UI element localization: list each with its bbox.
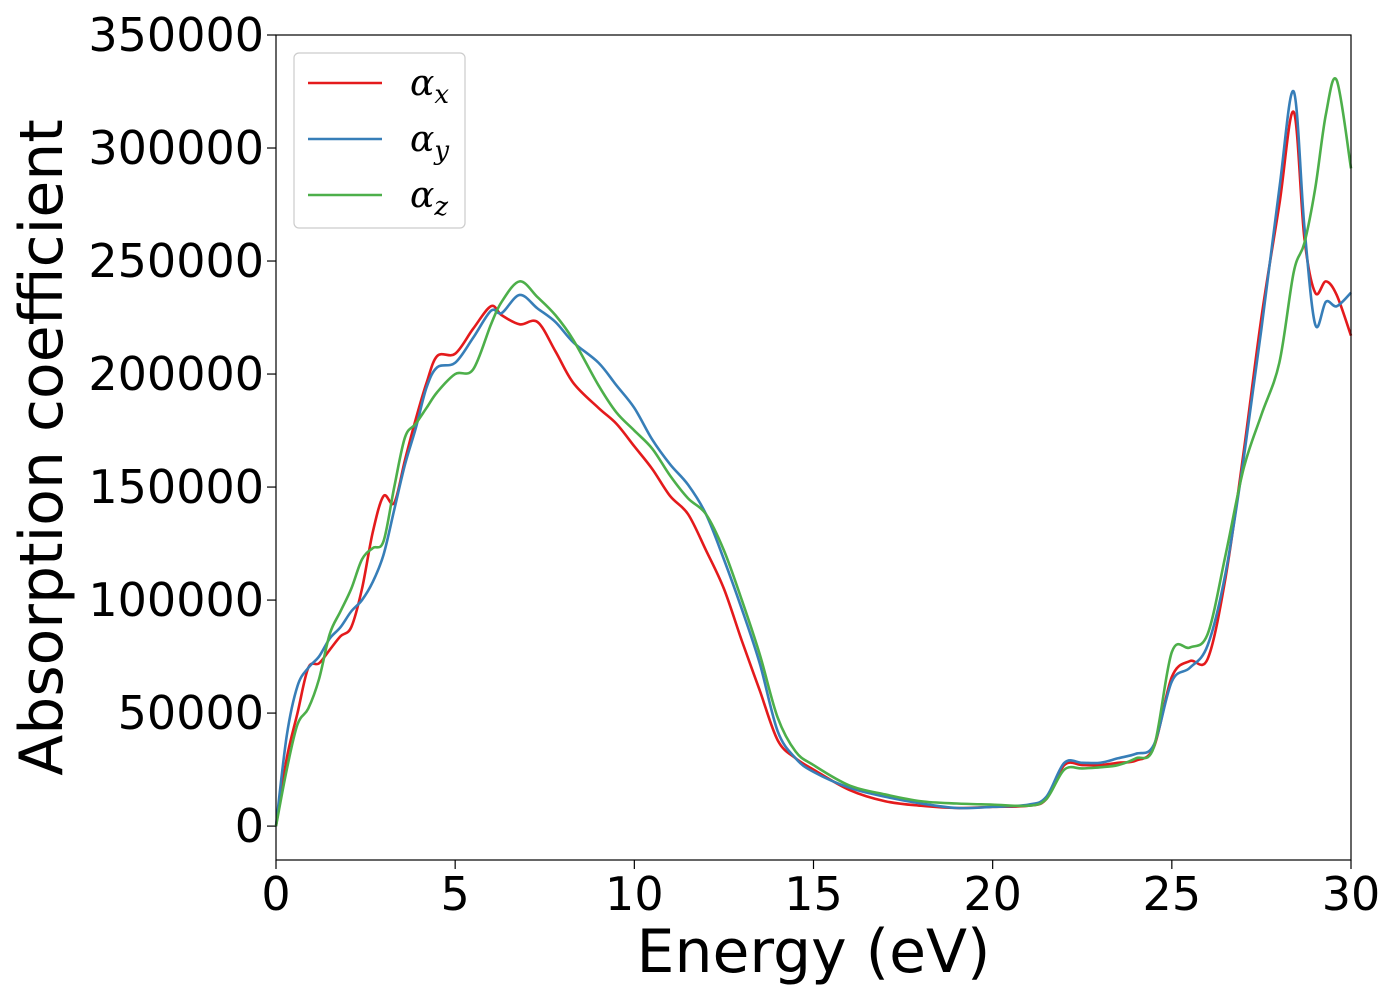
x-tick-label: 0 <box>261 867 290 921</box>
x-axis-ticks: 0 5 10 15 20 25 30 <box>261 860 1380 921</box>
legend-label-z: αz <box>410 175 448 222</box>
plot-frame <box>275 34 1352 861</box>
y-tick-label: 300000 <box>88 121 264 175</box>
legend-label-x: αx <box>410 63 449 110</box>
y-tick-label: 50000 <box>118 686 264 740</box>
series-line-z <box>274 77 1353 827</box>
plot-lines <box>274 77 1353 827</box>
x-tick-label: 30 <box>1322 867 1381 921</box>
x-tick-label: 20 <box>963 867 1022 921</box>
y-tick-label: 100000 <box>88 573 264 627</box>
y-tick-label: 150000 <box>88 460 264 514</box>
x-tick-label: 5 <box>441 867 470 921</box>
y-tick-label: 250000 <box>88 234 264 288</box>
y-tick-label: 350000 <box>88 8 264 62</box>
x-tick-label: 10 <box>605 867 664 921</box>
y-axis-label: Absorption coefficient <box>7 119 77 776</box>
series-line-y <box>274 90 1352 827</box>
y-tick-label: 0 <box>235 799 264 853</box>
legend-label-y: αy <box>410 119 449 166</box>
y-tick-label: 200000 <box>88 347 264 401</box>
y-axis-ticks: 0 50000 100000 150000 200000 250000 300000 3500… <box>88 8 276 853</box>
x-axis-label: Energy (eV) <box>637 917 991 987</box>
legend: αx αy αz <box>293 52 466 229</box>
legend-box <box>293 52 466 229</box>
x-tick-label: 25 <box>1143 867 1202 921</box>
x-tick-label: 15 <box>784 867 843 921</box>
